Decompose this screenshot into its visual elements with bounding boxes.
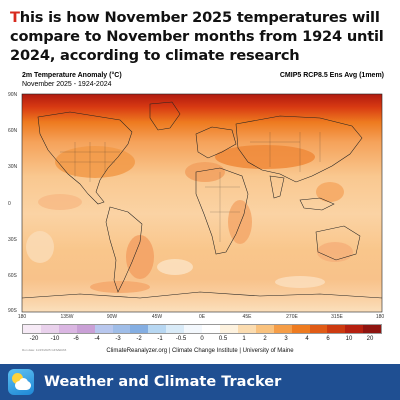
legend-tick-label: -10 xyxy=(50,336,60,342)
legend-tick-label: -2 xyxy=(136,336,142,342)
lat-label: 90S xyxy=(8,308,17,314)
legend-tick-label: 2 xyxy=(263,336,267,342)
legend-tick-label: -3 xyxy=(115,336,121,342)
legend-tick-label: -6 xyxy=(73,336,79,342)
map-period: November 2025 - 1924-2024 xyxy=(22,81,112,88)
lon-label: 45E xyxy=(242,314,252,320)
lon-label: 180 xyxy=(375,314,385,320)
map-credit: ClimateReanalyzer.org | Climate Change I… xyxy=(106,348,294,354)
legend-tick-label: 6 xyxy=(326,336,330,342)
color-legend-bar xyxy=(22,324,382,334)
legend-color-cell xyxy=(23,325,41,333)
lon-label: 135W xyxy=(60,314,74,320)
legend-tick-label: -1 xyxy=(157,336,163,342)
legend-color-cell xyxy=(345,325,364,333)
run-date-note: Run date: 11/15/2025 GFS/ERA5 xyxy=(22,348,67,352)
lon-label: 0E xyxy=(198,314,206,320)
legend-color-cell xyxy=(58,325,77,333)
legend-color-cell xyxy=(76,325,95,333)
lat-label: 60N xyxy=(8,128,18,134)
app-footer-bar: Weather and Climate Tracker xyxy=(0,364,400,400)
legend-color-cell xyxy=(363,325,382,333)
legend-color-cell xyxy=(255,325,274,333)
legend-tick-label: 4 xyxy=(305,336,309,342)
legend-color-cell xyxy=(273,325,292,333)
lat-label: 90N xyxy=(8,92,18,98)
legend-tick-label: 10 xyxy=(345,336,353,342)
legend-color-cell xyxy=(291,325,310,333)
legend-color-cell xyxy=(166,325,185,333)
lon-label: 180 xyxy=(17,314,27,320)
continent-outlines xyxy=(21,101,383,299)
lat-label: 0 xyxy=(8,201,11,207)
ocean-cool-patches xyxy=(26,231,325,288)
legend-tick-label: 0 xyxy=(200,336,204,342)
legend-tick-label: -4 xyxy=(94,336,100,342)
lat-label: 60S xyxy=(8,273,17,279)
anomaly-map-figure: 2m Temperature Anomaly (°C) November 202… xyxy=(0,72,400,362)
legend-color-cell xyxy=(40,325,59,333)
lon-label: 90W xyxy=(106,314,118,320)
lon-label: 315E xyxy=(331,314,343,320)
lat-label: 30S xyxy=(8,237,17,243)
legend-color-cell xyxy=(130,325,149,333)
lon-label: 270E xyxy=(286,314,298,320)
lon-label: 45W xyxy=(151,314,163,320)
headline-first-letter: T xyxy=(10,9,20,26)
legend-tick-label: 1 xyxy=(242,336,246,342)
legend-color-cell xyxy=(219,325,238,333)
legend-color-cell xyxy=(327,325,346,333)
lat-label: 30N xyxy=(8,164,18,170)
legend-tick-label: -20 xyxy=(29,336,39,342)
legend-color-cell xyxy=(148,325,167,333)
legend-color-cell xyxy=(184,325,203,333)
legend-color-cell xyxy=(94,325,113,333)
color-legend-ticks: -20 -10 -6 -4 -3 -2 -1 -0.5 0 0.5 1 2 3 4 6 10 20 xyxy=(22,336,382,346)
legend-tick-label: -0.5 xyxy=(175,336,187,342)
legend-tick-label: 0.5 xyxy=(218,336,228,342)
legend-tick-label: 20 xyxy=(366,336,374,342)
headline-text: his is how November 2025 temperatures wi… xyxy=(10,9,384,64)
weather-app-icon[interactable] xyxy=(8,369,34,395)
map-variable-title: 2m Temperature Anomaly (°C) xyxy=(22,72,122,79)
map-model-label: CMIP5 RCP8.5 Ens Avg (1mem) xyxy=(279,72,384,79)
legend-tick-label: 3 xyxy=(284,336,288,342)
legend-color-cell xyxy=(237,325,256,333)
headline: This is how November 2025 temperatures w… xyxy=(10,8,394,65)
world-anomaly-map xyxy=(21,93,383,313)
legend-color-cell xyxy=(112,325,131,333)
legend-color-cell xyxy=(309,325,328,333)
app-name: Weather and Climate Tracker xyxy=(44,374,282,390)
legend-color-cell xyxy=(202,325,220,333)
